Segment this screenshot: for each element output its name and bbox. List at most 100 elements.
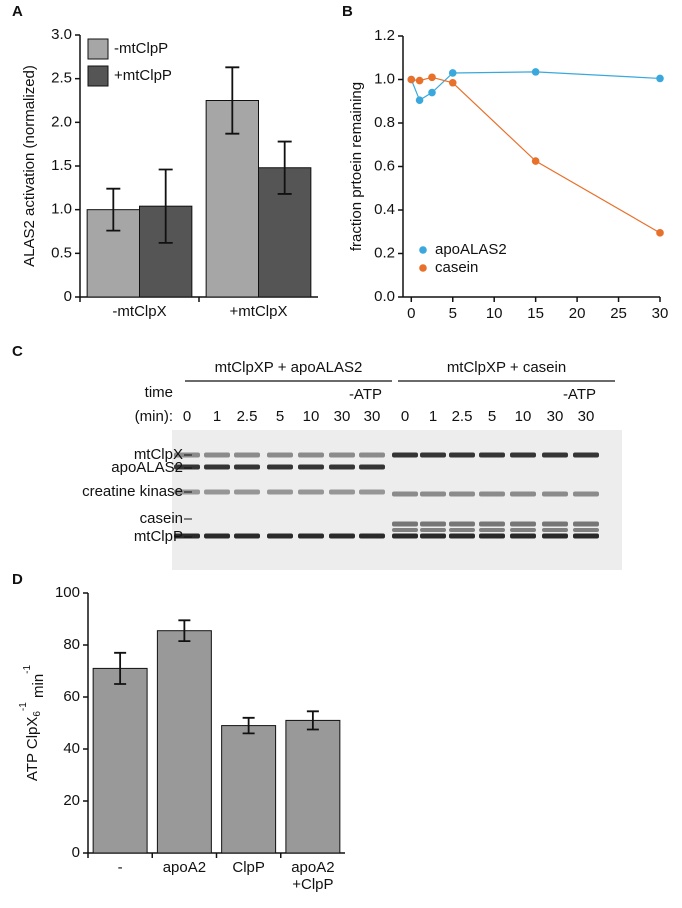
y-axis-label-part: ATP ClpX: [24, 717, 41, 781]
legend-label: casein: [435, 259, 478, 276]
y-tick-label: 1.0: [374, 70, 395, 87]
legend-label: -mtClpP: [114, 40, 168, 57]
panel-letter: A: [12, 3, 23, 20]
lane-label: 0: [401, 408, 409, 425]
lane-label: 30: [578, 408, 595, 425]
legend-marker: [419, 246, 427, 254]
gel-band: [573, 491, 599, 497]
y-tick-label: 100: [55, 584, 80, 601]
gel-band: [449, 491, 475, 497]
y-axis-label-part: min: [30, 674, 47, 702]
y-tick-label: 1.5: [51, 157, 72, 174]
row-label: (min):: [135, 408, 173, 425]
x-tick-label: -: [117, 859, 123, 876]
gel-band: [420, 521, 446, 527]
gel-band: [392, 528, 418, 532]
lane-label: 10: [303, 408, 320, 425]
gel-band: [267, 464, 293, 470]
gel-band: [510, 521, 536, 527]
gel-band: [449, 521, 475, 527]
band-label: mtClpP: [134, 528, 183, 545]
point: [428, 73, 436, 82]
lane-label: 0: [183, 408, 191, 425]
row-label: time: [145, 384, 173, 401]
gel-band: [542, 452, 568, 458]
gel-band: [479, 521, 505, 527]
gel-band: [392, 533, 418, 539]
point: [428, 88, 436, 97]
y-axis-label: ATP ClpX6-1 min-1: [18, 664, 47, 781]
gel-band: [573, 528, 599, 532]
gel-band: [329, 533, 355, 539]
y-tick-label: 0: [64, 288, 72, 305]
y-tick-label: 60: [63, 688, 80, 705]
y-tick-label: 20: [63, 792, 80, 809]
panel-letter: B: [342, 3, 353, 20]
bar: [156, 630, 212, 854]
point: [407, 75, 416, 84]
group-title: mtClpXP + casein: [447, 359, 566, 376]
x-tick-label: 25: [610, 305, 627, 322]
line: [410, 71, 661, 102]
lane-label: 1: [213, 408, 221, 425]
x-tick-label: ClpP: [232, 859, 265, 876]
bar: [92, 667, 148, 854]
gel-band: [510, 452, 536, 458]
gel-band: [420, 491, 446, 497]
bar: [221, 725, 277, 854]
gel-band: [234, 464, 260, 470]
gel-band: [174, 533, 200, 539]
gel-band: [510, 533, 536, 539]
gel-band: [359, 489, 385, 495]
gel-band: [420, 533, 446, 539]
y-tick-label: 80: [63, 636, 80, 653]
y-axis-label-part: 6: [32, 711, 43, 717]
x-tick-label: 30: [652, 305, 669, 322]
legend-label: +mtClpP: [114, 67, 172, 84]
x-tick-label: 20: [569, 305, 586, 322]
point: [415, 96, 424, 104]
gel-band: [174, 464, 200, 470]
gel-band: [573, 521, 599, 527]
lane-label: 10: [515, 408, 532, 425]
x-tick-label: apoA2: [162, 859, 207, 876]
x-tick-label: 0: [407, 305, 415, 322]
gel-band: [479, 533, 505, 539]
line: [411, 76, 661, 234]
lane-label: 2.5: [452, 408, 473, 425]
x-tick-label: 15: [527, 305, 544, 322]
gel-band: [234, 452, 260, 458]
gel-band: [392, 452, 418, 458]
lane-label: 30: [364, 408, 381, 425]
gel-band: [542, 521, 568, 527]
gel-band: [267, 452, 293, 458]
gel-band: [359, 464, 385, 470]
point: [531, 157, 540, 165]
gel-band: [449, 528, 475, 532]
gel-band: [420, 528, 446, 532]
point: [448, 69, 457, 77]
y-tick-label: 0.2: [374, 244, 395, 261]
y-tick-label: 0.5: [51, 244, 72, 261]
gel-band: [542, 491, 568, 497]
gel-band: [510, 528, 536, 532]
legend-label: apoALAS2: [435, 241, 507, 258]
gel-band: [449, 452, 475, 458]
gel-band: [329, 489, 355, 495]
gel-band: [267, 533, 293, 539]
panel-letter: D: [12, 571, 23, 588]
y-tick-label: 0.8: [374, 114, 395, 131]
gel-band: [479, 528, 505, 532]
gel-band: [204, 489, 230, 495]
lane-label: 5: [488, 408, 496, 425]
gel-band: [542, 533, 568, 539]
error-bar: [114, 651, 127, 685]
error-bar: [277, 140, 292, 195]
lane-label: 2.5: [237, 408, 258, 425]
band-label: casein: [140, 510, 183, 527]
gel-band: [573, 452, 599, 458]
y-tick-label: 1.0: [51, 201, 72, 218]
gel-band: [479, 491, 505, 497]
